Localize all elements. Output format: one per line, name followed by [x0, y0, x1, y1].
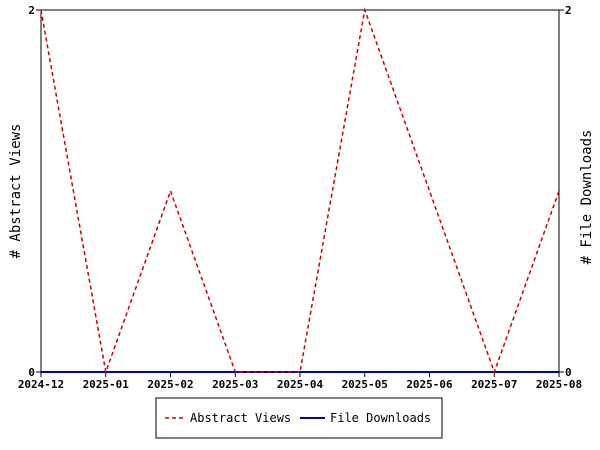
legend-box	[155, 397, 443, 439]
y-axis-title-left: # Abstract Views	[8, 124, 24, 259]
series-layer	[40, 7, 560, 375]
x-tick-label: 2025-01	[83, 378, 130, 391]
y-tick-label-left: 0	[28, 366, 35, 379]
legend-label-abstract-views: Abstract Views	[190, 411, 291, 425]
series-line-abstract-views	[40, 7, 560, 375]
x-axis: 2024-12 2025-01 2025-02 2025-03 2025-04 2025-…	[18, 372, 582, 391]
x-tick-label: 2025-05	[342, 378, 388, 391]
x-tick-label: 2024-12	[18, 378, 64, 391]
y-tick-label-right: 2	[565, 4, 572, 17]
y-axis-title-right: # File Downloads	[579, 130, 595, 265]
x-tick-label: 2025-08	[536, 378, 582, 391]
x-tick-label: 2025-03	[212, 378, 258, 391]
y-axis-left: 02	[28, 4, 41, 379]
x-tick-label: 2025-06	[406, 378, 453, 391]
y-axis-right: 02	[559, 4, 572, 379]
y-tick-label-left: 2	[28, 4, 35, 17]
x-tick-label: 2025-02	[147, 378, 193, 391]
legend: Abstract Views File Downloads	[155, 397, 443, 439]
x-tick-label: 2025-07	[471, 378, 517, 391]
y-tick-label-right: 0	[565, 366, 572, 379]
x-tick-label: 2025-04	[277, 378, 324, 391]
legend-label-file-downloads: File Downloads	[330, 411, 431, 425]
plot-frame	[40, 9, 560, 373]
